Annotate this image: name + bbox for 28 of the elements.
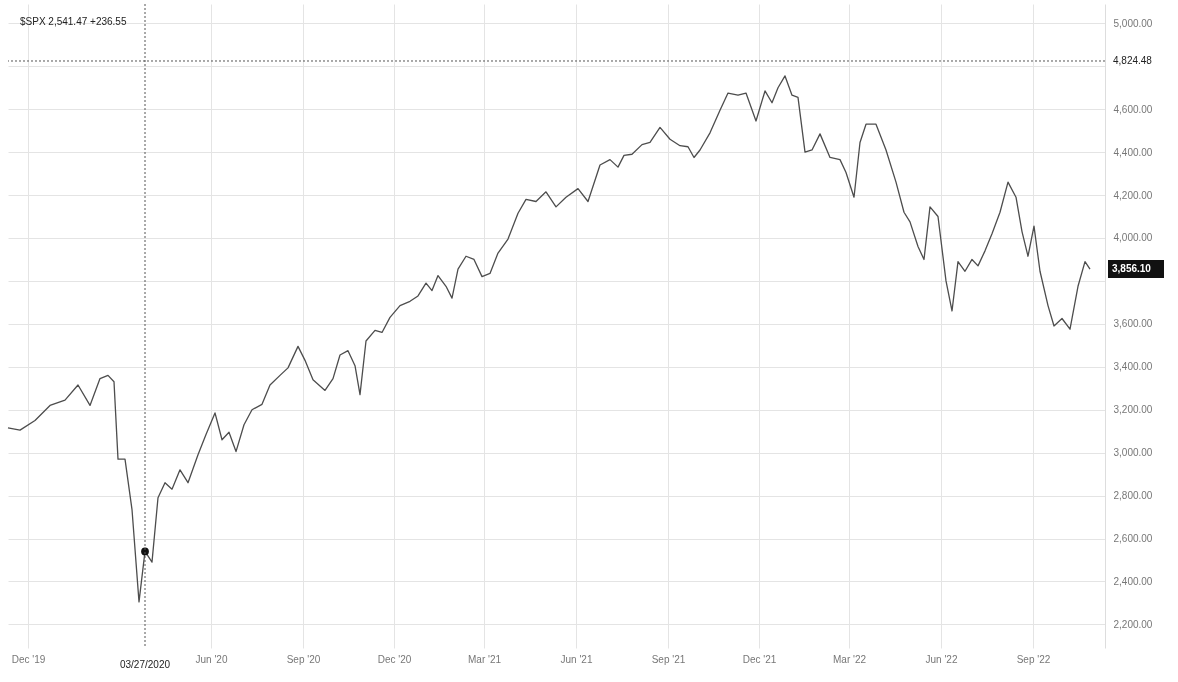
x-tick-label: Dec '20 [377, 653, 412, 665]
ref-line-label: 4,824.48 [1113, 55, 1153, 66]
ref-line-label: 03/27/2020 [119, 659, 171, 670]
x-tick-label: Sep '22 [1016, 653, 1051, 665]
y-tick-label: 3,400.00 [1113, 361, 1153, 373]
x-tick-label: Jun '22 [925, 653, 958, 665]
y-tick-label: 4,600.00 [1113, 103, 1153, 115]
y-tick-label: 4,000.00 [1113, 232, 1153, 244]
y-tick-label: 3,200.00 [1113, 404, 1153, 416]
x-tick-label: Sep '21 [651, 653, 686, 665]
x-tick-label: Mar '21 [467, 653, 502, 665]
y-tick-label: 5,000.00 [1113, 17, 1153, 29]
x-tick-label: Sep '20 [286, 653, 321, 665]
x-tick-label: Jun '21 [560, 653, 593, 665]
y-tick-label: 2,400.00 [1113, 575, 1153, 587]
y-tick-label: 2,800.00 [1113, 490, 1153, 502]
y-tick-label: 2,600.00 [1113, 533, 1153, 545]
text: $SPX 2,541.47 +236.55 [20, 16, 127, 27]
x-tick-label: Dec '21 [742, 653, 777, 665]
x-tick-label: Mar '22 [832, 653, 867, 665]
y-tick-label: 4,200.00 [1113, 189, 1153, 201]
annotation: 3,856.10 [1112, 262, 1152, 274]
y-tick-label: 3,600.00 [1113, 318, 1153, 330]
y-tick-label: 3,000.00 [1113, 447, 1153, 459]
x-tick-label: Dec '19 [11, 653, 46, 665]
y-tick-label: 2,200.00 [1113, 618, 1153, 630]
y-tick-label: 4,400.00 [1113, 146, 1153, 158]
x-tick-label: Jun '20 [195, 653, 228, 665]
